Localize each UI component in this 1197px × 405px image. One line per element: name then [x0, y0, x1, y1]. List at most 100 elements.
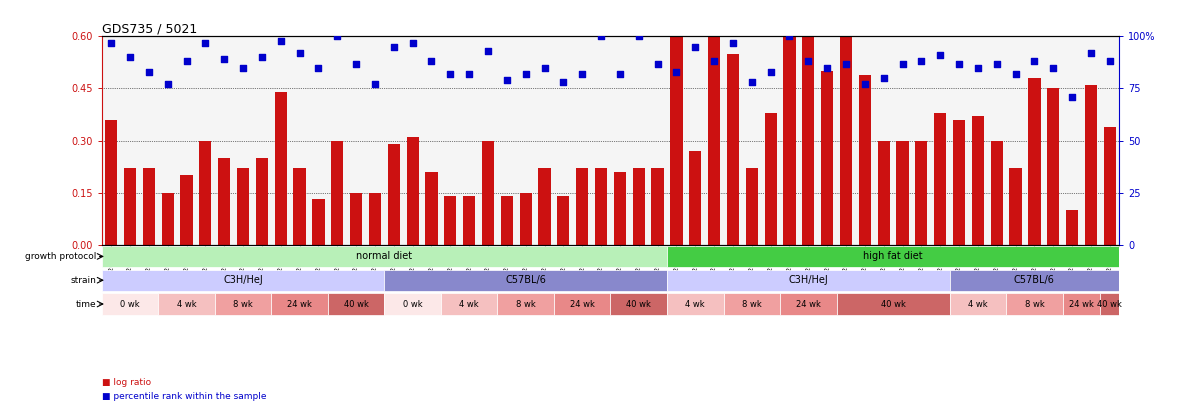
Bar	[142, 168, 154, 245]
Bar	[519, 192, 531, 245]
Point	[102, 39, 121, 46]
Bar	[181, 175, 193, 245]
Point	[1063, 94, 1082, 100]
Text: 40 wk: 40 wk	[881, 300, 906, 309]
Bar	[237, 168, 249, 245]
Bar	[802, 9, 814, 245]
Bar	[632, 168, 645, 245]
Point	[930, 52, 949, 58]
Point	[196, 39, 215, 46]
Bar	[727, 54, 739, 245]
Bar	[105, 120, 117, 245]
Text: C57BL/6: C57BL/6	[1014, 275, 1055, 285]
Text: C3H/HeJ: C3H/HeJ	[789, 275, 828, 285]
Bar	[877, 141, 889, 245]
Point	[328, 33, 347, 40]
Bar	[765, 113, 777, 245]
Text: 4 wk: 4 wk	[686, 300, 705, 309]
Text: 0 wk: 0 wk	[120, 300, 140, 309]
Text: time: time	[77, 300, 97, 309]
Bar	[595, 168, 607, 245]
Bar	[837, 293, 949, 315]
Bar	[214, 293, 272, 315]
Bar	[218, 158, 230, 245]
Bar	[934, 113, 947, 245]
Bar	[558, 196, 570, 245]
Text: 24 wk: 24 wk	[796, 300, 821, 309]
Point	[384, 44, 403, 50]
Bar	[102, 293, 158, 315]
Text: C57BL/6: C57BL/6	[505, 275, 546, 285]
Text: 4 wk: 4 wk	[968, 300, 988, 309]
Bar	[1028, 78, 1040, 245]
Point	[761, 68, 780, 75]
Point	[630, 33, 649, 40]
Point	[780, 33, 800, 40]
Bar	[407, 137, 419, 245]
Bar	[384, 293, 440, 315]
Text: 8 wk: 8 wk	[742, 300, 761, 309]
Text: 40 wk: 40 wk	[1098, 300, 1123, 309]
Bar	[369, 192, 381, 245]
Point	[686, 44, 705, 50]
Bar	[256, 158, 268, 245]
Point	[1025, 58, 1044, 65]
Bar	[667, 246, 1119, 267]
Text: strain: strain	[71, 276, 97, 285]
Text: 24 wk: 24 wk	[1069, 300, 1094, 309]
Point	[968, 64, 988, 71]
Text: 8 wk: 8 wk	[233, 300, 253, 309]
Point	[554, 79, 573, 85]
Text: C3H/HeJ: C3H/HeJ	[223, 275, 263, 285]
Bar	[274, 92, 287, 245]
Text: ■ log ratio: ■ log ratio	[102, 378, 151, 387]
Point	[1005, 70, 1025, 77]
Point	[610, 70, 630, 77]
Point	[290, 50, 309, 56]
Bar	[949, 269, 1119, 291]
Bar	[444, 196, 456, 245]
Point	[497, 77, 516, 83]
Bar	[1084, 85, 1098, 245]
Bar	[1007, 293, 1063, 315]
Bar	[953, 120, 965, 245]
Bar	[350, 192, 363, 245]
Text: ■ percentile rank within the sample: ■ percentile rank within the sample	[102, 392, 266, 401]
Bar	[293, 168, 305, 245]
Text: growth protocol: growth protocol	[25, 252, 97, 261]
Bar	[783, 0, 796, 245]
Bar	[780, 293, 837, 315]
Point	[233, 64, 253, 71]
Bar	[670, 0, 682, 245]
Bar	[1100, 293, 1119, 315]
Point	[158, 81, 177, 87]
Point	[874, 75, 893, 81]
Bar	[614, 172, 626, 245]
Point	[421, 58, 440, 65]
Bar	[667, 293, 723, 315]
Text: 4 wk: 4 wk	[460, 300, 479, 309]
Bar	[949, 293, 1007, 315]
Bar	[498, 293, 554, 315]
Bar	[482, 141, 494, 245]
Point	[572, 70, 591, 77]
Bar	[1009, 168, 1022, 245]
Point	[705, 58, 724, 65]
Text: high fat diet: high fat diet	[863, 252, 923, 262]
Point	[912, 58, 931, 65]
Bar	[991, 141, 1003, 245]
Bar	[158, 293, 214, 315]
Point	[272, 37, 291, 44]
Bar	[102, 269, 384, 291]
Text: normal diet: normal diet	[357, 252, 413, 262]
Point	[818, 64, 837, 71]
Bar	[384, 269, 667, 291]
Point	[1081, 50, 1100, 56]
Point	[139, 68, 158, 75]
Point	[591, 33, 610, 40]
Point	[479, 48, 498, 54]
Bar	[554, 293, 610, 315]
Bar	[500, 196, 514, 245]
Bar	[332, 141, 344, 245]
Point	[516, 70, 535, 77]
